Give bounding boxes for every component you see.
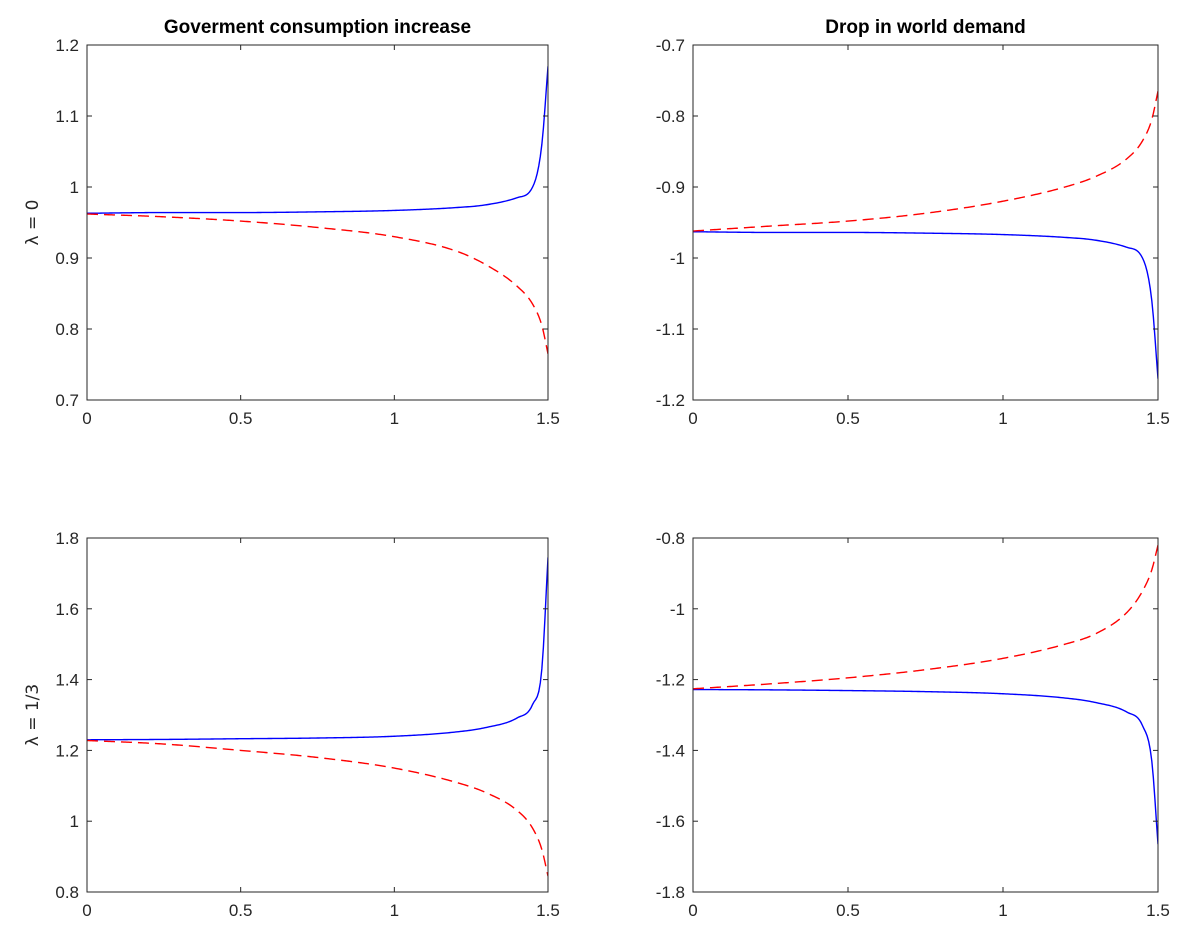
x-tick-label: 0.5 xyxy=(229,901,253,920)
y-tick-label: 1.2 xyxy=(55,741,79,760)
y-tick-label: 1 xyxy=(70,178,79,197)
y-tick-label: 0.8 xyxy=(55,320,79,339)
y-axis-label: λ = 1/3 xyxy=(23,684,43,746)
y-tick-label: -0.9 xyxy=(656,178,685,197)
x-tick-label: 0 xyxy=(82,901,91,920)
axes-frame xyxy=(692,537,1159,893)
y-tick-label: -1.8 xyxy=(656,883,685,902)
x-tick-label: 0 xyxy=(688,901,697,920)
x-tick-label: 1 xyxy=(998,901,1007,920)
x-tick-label: 0.5 xyxy=(836,409,860,428)
y-tick-label: -0.8 xyxy=(656,529,685,548)
x-tick-label: 1.5 xyxy=(1146,901,1170,920)
y-tick-label: -0.7 xyxy=(656,36,685,55)
x-tick-label: 1.5 xyxy=(536,901,560,920)
y-tick-label: 1.1 xyxy=(55,107,79,126)
series-line-1-solid xyxy=(87,557,548,741)
axes-frame xyxy=(86,537,549,893)
y-tick-label: -1.2 xyxy=(656,671,685,690)
x-tick-label: 1.5 xyxy=(1146,409,1170,428)
y-tick-label: -1.4 xyxy=(656,741,685,760)
y-tick-label: -1 xyxy=(670,600,685,619)
y-tick-label: -1.1 xyxy=(656,320,685,339)
x-tick-label: 1 xyxy=(390,409,399,428)
series-line-2-dashed xyxy=(87,739,548,877)
x-tick-label: 1 xyxy=(390,901,399,920)
subplot-title: Drop in world demand xyxy=(825,17,1026,38)
subplot-4: 0 0.5 1 1.5 -1.8 -1.6 -1.4 -1.2 -1 -0.8 xyxy=(656,529,1170,920)
axes-frame xyxy=(86,44,549,401)
y-tick-label: -0.8 xyxy=(656,107,685,126)
y-tick-label: 1.6 xyxy=(55,600,79,619)
y-tick-label: -1.6 xyxy=(656,812,685,831)
subplot-1: 0 0.5 1 1.5 0.7 0.8 0.9 1 1.1 1.2 Goverment consum… xyxy=(23,17,560,428)
series-line-1-solid xyxy=(693,231,1158,379)
y-tick-label: 1.4 xyxy=(55,671,79,690)
series-line-2-dashed xyxy=(693,91,1158,232)
series-line-1-solid xyxy=(693,688,1158,845)
subplot-3: 0 0.5 1 1.5 0.8 1 1.2 1.4 1.6 1.8 λ = 1/3 xyxy=(23,529,560,920)
series-line-2-dashed xyxy=(87,213,548,354)
y-axis-label: λ = 0 xyxy=(23,200,43,246)
y-tick-label: 1.2 xyxy=(55,36,79,55)
y-tick-label: 1 xyxy=(70,812,79,831)
y-tick-label: 0.8 xyxy=(55,883,79,902)
series-line-1-solid xyxy=(87,66,548,214)
x-tick-label: 1.5 xyxy=(536,409,560,428)
y-tick-label: 0.9 xyxy=(55,249,79,268)
y-tick-label: -1.2 xyxy=(656,391,685,410)
y-tick-label: 0.7 xyxy=(55,391,79,410)
y-tick-label: 1.8 xyxy=(55,529,79,548)
x-tick-label: 0.5 xyxy=(836,901,860,920)
series-line-2-dashed xyxy=(693,544,1158,690)
subplot-2: 0 0.5 1 1.5 -1.2 -1.1 -1 -0.9 -0.8 -0.7 Drop in wo… xyxy=(656,17,1170,428)
x-tick-label: 0 xyxy=(82,409,91,428)
x-tick-label: 0.5 xyxy=(229,409,253,428)
axes-frame xyxy=(692,44,1159,401)
y-tick-label: -1 xyxy=(670,249,685,268)
x-tick-label: 0 xyxy=(688,409,697,428)
subplot-title: Goverment consumption increase xyxy=(164,17,471,38)
x-tick-label: 1 xyxy=(998,409,1007,428)
